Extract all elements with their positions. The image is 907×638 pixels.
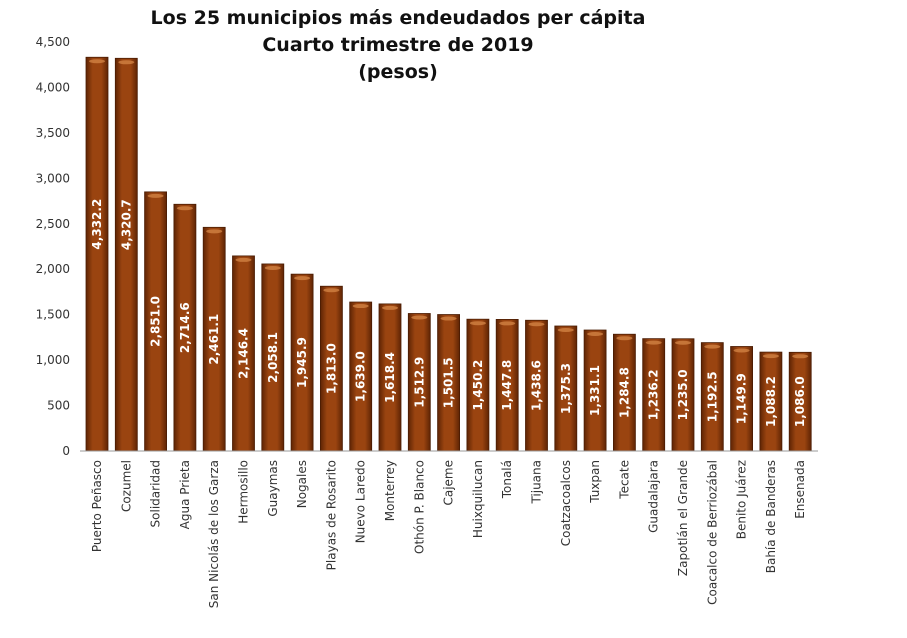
y-tick-label: 1,500 xyxy=(36,308,70,322)
bar-highlight xyxy=(118,60,135,65)
y-tick-label: 0 xyxy=(62,444,70,458)
bar-highlight xyxy=(264,265,281,270)
bar-highlight xyxy=(792,354,809,359)
bar-value-label: 2,146.4 xyxy=(237,328,251,379)
bar-value-label: 1,813.0 xyxy=(324,343,338,394)
x-category-label: Coatzacoalcos xyxy=(559,460,573,546)
x-category-label: Huixquilucan xyxy=(471,460,485,538)
bar-highlight xyxy=(469,321,486,326)
bar-highlight xyxy=(440,316,457,321)
bar-value-label: 1,086.0 xyxy=(793,376,807,427)
x-category-label: Coacalco de Berriozábal xyxy=(705,460,719,605)
bar-highlight xyxy=(382,305,398,310)
bar-value-label: 2,714.6 xyxy=(178,302,192,353)
y-tick-label: 3,000 xyxy=(36,171,70,185)
bar-highlight xyxy=(147,193,164,198)
y-tick-label: 500 xyxy=(47,399,70,413)
bar-value-label: 1,450.2 xyxy=(471,360,485,411)
bar-highlight xyxy=(675,340,691,345)
x-category-label: Puerto Peñasco xyxy=(90,460,104,552)
x-category-label: Playas de Rosarito xyxy=(324,460,338,570)
bar-value-label: 1,639.0 xyxy=(354,351,368,402)
bar xyxy=(114,57,138,452)
y-tick-label: 4,000 xyxy=(36,80,70,94)
bar-highlight xyxy=(206,229,223,234)
bar-highlight xyxy=(557,328,574,333)
x-category-label: Solidaridad xyxy=(149,460,163,527)
x-category-label: Tuxpan xyxy=(588,460,602,504)
bar-highlight xyxy=(645,340,662,345)
bar-highlight xyxy=(762,354,779,359)
x-category-label: San Nicolás de los Garza xyxy=(207,460,221,608)
bar-highlight xyxy=(587,332,604,337)
bar xyxy=(85,56,109,452)
x-category-label: Bahía de Banderas xyxy=(764,460,778,573)
y-tick-label: 1,000 xyxy=(36,353,70,367)
x-category-label: Guadalajara xyxy=(647,460,661,533)
x-category-label: Hermosillo xyxy=(237,460,251,524)
x-category-label: Tonalá xyxy=(500,460,514,499)
bar-value-label: 1,088.2 xyxy=(764,376,778,427)
bar-value-label: 4,320.7 xyxy=(119,199,133,250)
x-category-label: Nuevo Laredo xyxy=(354,460,368,543)
bar-value-label: 1,236.2 xyxy=(647,369,661,420)
bar-value-label: 1,331.1 xyxy=(588,365,602,416)
bars: 4,332.2 Puerto Peñasco 4,320.7 Cozumel 2,851… xyxy=(85,56,812,608)
bar-highlight xyxy=(733,348,750,353)
bar-value-label: 1,149.9 xyxy=(735,373,749,424)
x-category-label: Tijuana xyxy=(530,460,544,505)
x-category-label: Cajeme xyxy=(442,460,456,506)
chart-title-line-1: Los 25 municipios más endeudados per cáp… xyxy=(151,7,646,29)
bar-highlight xyxy=(89,59,105,64)
y-tick-label: 4,500 xyxy=(36,35,70,49)
y-axis: 0 500 1,000 1,500 2,000 2,500 3,000 3,500 4,000 4… xyxy=(36,35,70,458)
bar-value-label: 2,058.1 xyxy=(266,332,280,383)
bar-value-label: 1,447.8 xyxy=(500,360,514,411)
chart-title-line-3: (pesos) xyxy=(358,61,438,83)
bar-highlight xyxy=(411,315,428,320)
x-category-label: Tecate xyxy=(617,460,631,500)
bar-value-label: 1,284.8 xyxy=(617,367,631,418)
bar-value-label: 1,438.6 xyxy=(530,360,544,411)
chart-title-line-2: Cuarto trimestre de 2019 xyxy=(262,34,533,56)
bar-highlight xyxy=(294,276,311,281)
bar-value-label: 4,332.2 xyxy=(90,199,104,250)
x-category-label: Monterrey xyxy=(383,460,397,521)
y-tick-label: 2,500 xyxy=(36,217,70,231)
bar-highlight xyxy=(616,336,633,341)
bar-highlight xyxy=(499,321,516,326)
x-category-label: Nogales xyxy=(295,460,309,508)
x-category-label: Benito Juárez xyxy=(735,460,749,539)
bar-value-label: 1,501.5 xyxy=(442,357,456,408)
bar-highlight xyxy=(323,288,340,293)
y-tick-label: 3,500 xyxy=(36,126,70,140)
x-category-label: Cozumel xyxy=(119,460,133,512)
x-category-label: Agua Prieta xyxy=(178,460,192,529)
x-category-label: Othón P. Blanco xyxy=(412,460,426,554)
bar-highlight xyxy=(176,206,193,211)
x-category-label: Zapotlán el Grande xyxy=(676,460,690,576)
bar-value-label: 1,512.9 xyxy=(412,357,426,408)
bar-value-label: 1,235.0 xyxy=(676,369,690,420)
bar-highlight xyxy=(704,344,721,349)
bar-value-label: 1,375.3 xyxy=(559,363,573,414)
bar-highlight xyxy=(235,257,252,262)
bar-value-label: 2,461.1 xyxy=(207,314,221,365)
y-tick-label: 2,000 xyxy=(36,262,70,276)
bar-highlight xyxy=(528,322,545,327)
bar-value-label: 2,851.0 xyxy=(149,296,163,347)
bar-value-label: 1,945.9 xyxy=(295,337,309,388)
x-category-label: Ensenada xyxy=(793,460,807,519)
bar-highlight xyxy=(352,304,369,309)
bar-value-label: 1,618.4 xyxy=(383,352,397,403)
bar-value-label: 1,192.5 xyxy=(705,371,719,422)
x-category-label: Guaymas xyxy=(266,460,280,517)
